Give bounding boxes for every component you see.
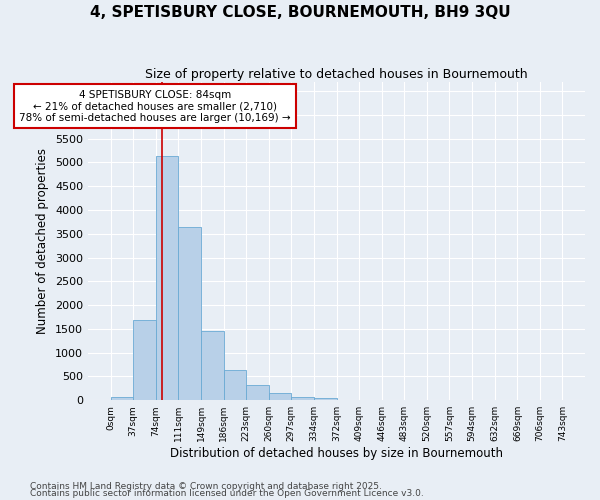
Bar: [314, 398, 337, 400]
Bar: [224, 370, 246, 400]
Bar: [110, 397, 133, 400]
Y-axis label: Number of detached properties: Number of detached properties: [37, 148, 49, 334]
Bar: [133, 320, 155, 400]
Bar: [178, 226, 201, 400]
Bar: [291, 397, 314, 400]
Bar: [246, 384, 269, 400]
Bar: [201, 332, 224, 400]
Text: Contains HM Land Registry data © Crown copyright and database right 2025.: Contains HM Land Registry data © Crown c…: [30, 482, 382, 491]
X-axis label: Distribution of detached houses by size in Bournemouth: Distribution of detached houses by size …: [170, 447, 503, 460]
Bar: [269, 392, 291, 400]
Title: Size of property relative to detached houses in Bournemouth: Size of property relative to detached ho…: [145, 68, 528, 80]
Text: 4, SPETISBURY CLOSE, BOURNEMOUTH, BH9 3QU: 4, SPETISBURY CLOSE, BOURNEMOUTH, BH9 3Q…: [89, 5, 511, 20]
Text: 4 SPETISBURY CLOSE: 84sqm
← 21% of detached houses are smaller (2,710)
78% of se: 4 SPETISBURY CLOSE: 84sqm ← 21% of detac…: [19, 90, 291, 123]
Text: Contains public sector information licensed under the Open Government Licence v3: Contains public sector information licen…: [30, 490, 424, 498]
Bar: [155, 156, 178, 400]
